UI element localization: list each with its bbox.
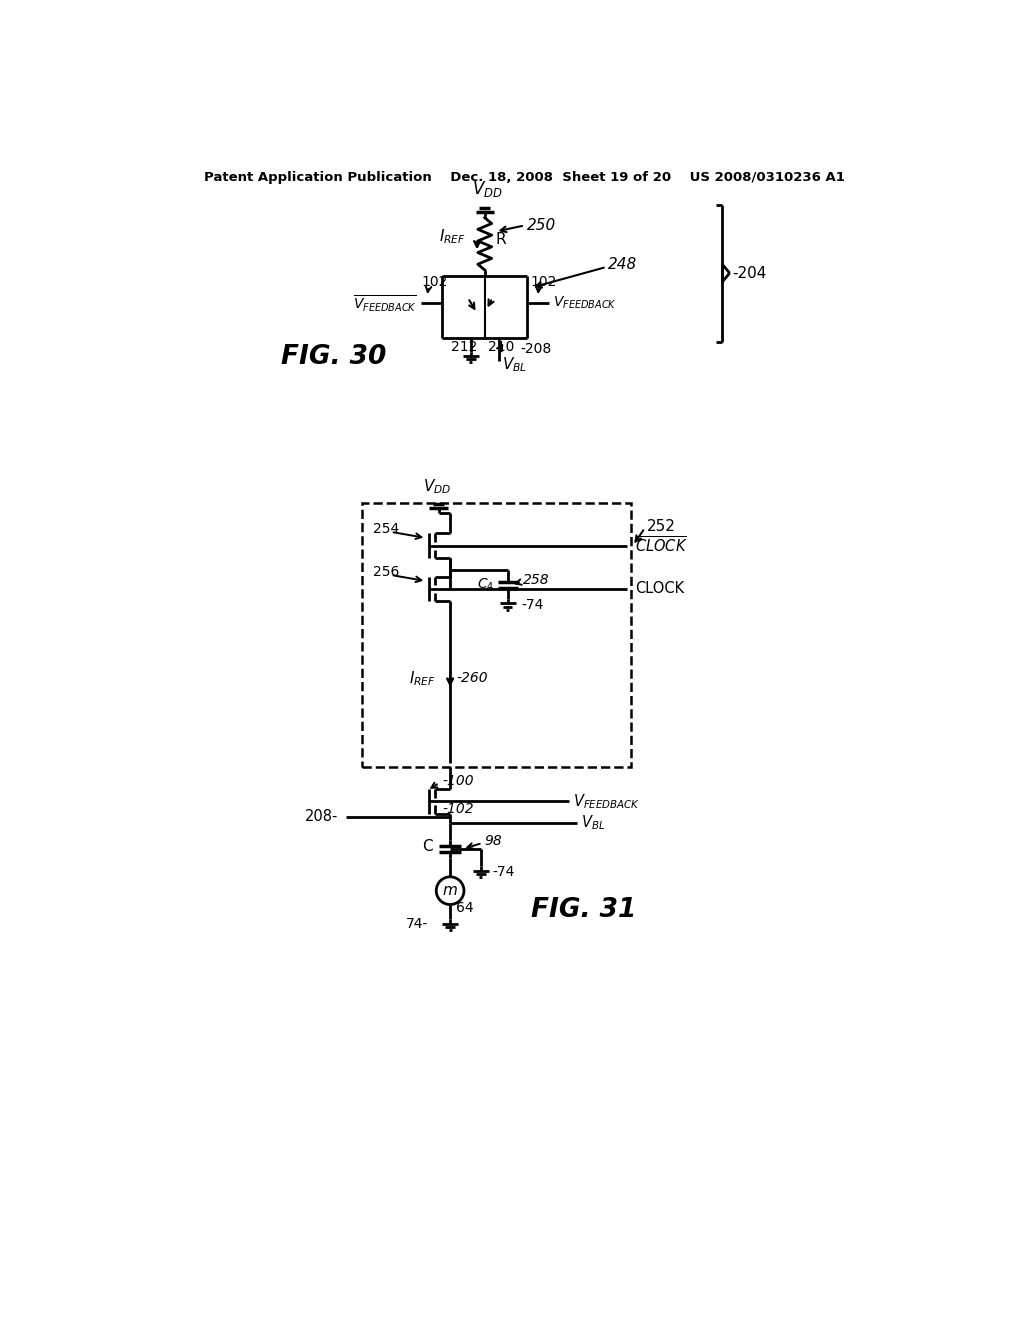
- Text: -204: -204: [733, 265, 767, 281]
- Text: $V_{DD}$: $V_{DD}$: [472, 180, 503, 199]
- Text: 256: 256: [373, 565, 399, 579]
- Text: -100: -100: [442, 775, 474, 788]
- Text: $\overline{CLOCK}$: $\overline{CLOCK}$: [635, 536, 687, 556]
- Text: 74-: 74-: [407, 917, 429, 931]
- Text: 258: 258: [523, 573, 550, 587]
- Text: 64: 64: [457, 900, 474, 915]
- Text: 248: 248: [608, 257, 637, 272]
- Text: -208: -208: [520, 342, 552, 355]
- Text: 254: 254: [373, 521, 399, 536]
- Text: Patent Application Publication    Dec. 18, 2008  Sheet 19 of 20    US 2008/03102: Patent Application Publication Dec. 18, …: [205, 172, 845, 185]
- Text: $C_4$: $C_4$: [477, 577, 494, 593]
- Text: FIG. 31: FIG. 31: [531, 896, 636, 923]
- Text: CLOCK: CLOCK: [635, 581, 684, 597]
- Text: $V_{FEEDBACK}$: $V_{FEEDBACK}$: [573, 792, 641, 810]
- Text: -74: -74: [521, 598, 544, 612]
- Text: C: C: [423, 838, 433, 854]
- Text: 210: 210: [487, 341, 514, 354]
- Text: R: R: [496, 232, 506, 247]
- Text: 212: 212: [451, 341, 477, 354]
- Bar: [361, 503, 631, 767]
- Text: 250: 250: [527, 218, 556, 232]
- Text: $V_{BL}$: $V_{BL}$: [503, 355, 527, 374]
- Text: $V_{BL}$: $V_{BL}$: [581, 813, 605, 833]
- Text: $I_{REF}$: $I_{REF}$: [410, 669, 436, 688]
- Text: 102: 102: [422, 275, 447, 289]
- Text: $V_{DD}$: $V_{DD}$: [423, 477, 452, 496]
- Text: 208-: 208-: [305, 809, 339, 824]
- Text: FIG. 30: FIG. 30: [281, 345, 386, 370]
- Text: -74: -74: [493, 865, 515, 879]
- Text: 102: 102: [530, 275, 557, 289]
- Text: $V_{FEEDBACK}$: $V_{FEEDBACK}$: [553, 294, 616, 312]
- Text: m: m: [442, 883, 458, 898]
- Text: -260: -260: [457, 671, 487, 685]
- Text: -102: -102: [442, 803, 474, 816]
- Text: 252: 252: [646, 519, 676, 535]
- Text: $\overline{V_{FEEDBACK}}$: $\overline{V_{FEEDBACK}}$: [353, 293, 417, 314]
- Text: $I_{REF}$: $I_{REF}$: [439, 227, 466, 247]
- Text: 98: 98: [484, 834, 503, 849]
